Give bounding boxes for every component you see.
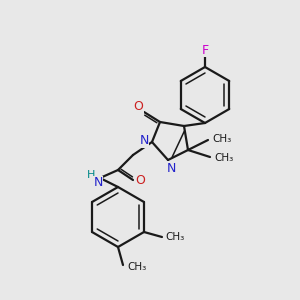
Text: CH₃: CH₃ [214,153,234,163]
Text: O: O [133,100,143,113]
Text: O: O [135,175,145,188]
Text: H: H [87,170,95,180]
Text: CH₃: CH₃ [128,262,147,272]
Text: CH₃: CH₃ [212,134,232,144]
Text: N: N [166,161,176,175]
Text: F: F [201,44,208,56]
Text: N: N [139,134,149,148]
Text: CH₃: CH₃ [165,232,184,242]
Text: N: N [93,176,103,190]
